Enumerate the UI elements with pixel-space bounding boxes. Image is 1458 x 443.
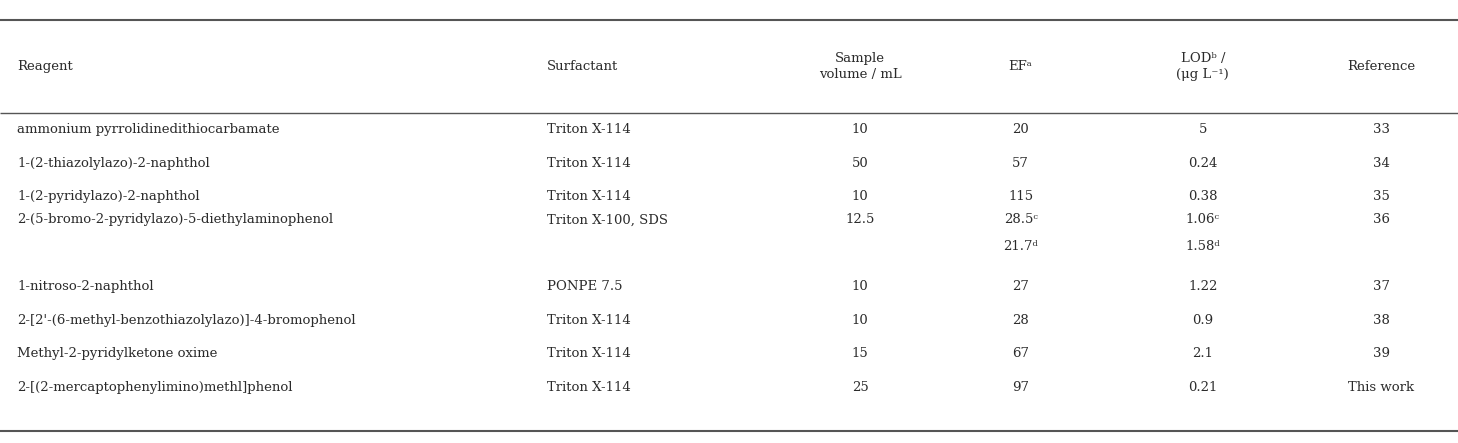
Text: 1.22: 1.22 xyxy=(1188,280,1217,293)
Text: 57: 57 xyxy=(1012,157,1029,170)
Text: Triton X-114: Triton X-114 xyxy=(547,157,630,170)
Text: 97: 97 xyxy=(1012,381,1029,394)
Text: 0.21: 0.21 xyxy=(1188,381,1217,394)
Text: 1-nitroso-2-naphthol: 1-nitroso-2-naphthol xyxy=(17,280,155,293)
Text: 2.1: 2.1 xyxy=(1193,347,1213,360)
Text: PONPE 7.5: PONPE 7.5 xyxy=(547,280,623,293)
Text: 10: 10 xyxy=(851,123,869,136)
Text: 2-[2'-(6-methyl-benzothiazolylazo)]-4-bromophenol: 2-[2'-(6-methyl-benzothiazolylazo)]-4-br… xyxy=(17,314,356,327)
Text: 33: 33 xyxy=(1373,123,1389,136)
Text: Triton X-114: Triton X-114 xyxy=(547,314,630,327)
Text: Triton X-114: Triton X-114 xyxy=(547,381,630,394)
Text: 10: 10 xyxy=(851,314,869,327)
Text: 34: 34 xyxy=(1373,157,1389,170)
Text: 0.38: 0.38 xyxy=(1188,190,1217,203)
Text: 35: 35 xyxy=(1373,190,1389,203)
Text: 1.58ᵈ: 1.58ᵈ xyxy=(1185,240,1220,253)
Text: 1-(2-pyridylazo)-2-naphthol: 1-(2-pyridylazo)-2-naphthol xyxy=(17,190,200,203)
Text: 10: 10 xyxy=(851,190,869,203)
Text: Triton X-114: Triton X-114 xyxy=(547,347,630,360)
Text: 27: 27 xyxy=(1012,280,1029,293)
Text: 10: 10 xyxy=(851,280,869,293)
Text: 21.7ᵈ: 21.7ᵈ xyxy=(1003,240,1038,253)
Text: Sample
volume / mL: Sample volume / mL xyxy=(819,52,901,81)
Text: 25: 25 xyxy=(851,381,869,394)
Text: 115: 115 xyxy=(1007,190,1034,203)
Text: Surfactant: Surfactant xyxy=(547,60,618,73)
Text: 0.9: 0.9 xyxy=(1193,314,1213,327)
Text: 1-(2-thiazolylazo)-2-naphthol: 1-(2-thiazolylazo)-2-naphthol xyxy=(17,157,210,170)
Text: Triton X-114: Triton X-114 xyxy=(547,123,630,136)
Text: 2-(5-bromo-2-pyridylazo)-5-diethylaminophenol: 2-(5-bromo-2-pyridylazo)-5-diethylaminop… xyxy=(17,214,334,226)
Text: EFᵃ: EFᵃ xyxy=(1009,60,1032,73)
Text: Reagent: Reagent xyxy=(17,60,73,73)
Text: 28.5ᶜ: 28.5ᶜ xyxy=(1003,214,1038,226)
Text: 0.24: 0.24 xyxy=(1188,157,1217,170)
Text: 12.5: 12.5 xyxy=(846,214,875,226)
Text: 15: 15 xyxy=(851,347,869,360)
Text: 67: 67 xyxy=(1012,347,1029,360)
Text: Triton X-114: Triton X-114 xyxy=(547,190,630,203)
Text: 36: 36 xyxy=(1373,214,1389,226)
Text: 38: 38 xyxy=(1373,314,1389,327)
Text: 50: 50 xyxy=(851,157,869,170)
Text: This work: This work xyxy=(1349,381,1414,394)
Text: 28: 28 xyxy=(1012,314,1029,327)
Text: 37: 37 xyxy=(1373,280,1389,293)
Text: 5: 5 xyxy=(1198,123,1207,136)
Text: Triton X-100, SDS: Triton X-100, SDS xyxy=(547,214,668,226)
Text: 1.06ᶜ: 1.06ᶜ xyxy=(1185,214,1220,226)
Text: 20: 20 xyxy=(1012,123,1029,136)
Text: Reference: Reference xyxy=(1347,60,1416,73)
Text: Methyl-2-pyridylketone oxime: Methyl-2-pyridylketone oxime xyxy=(17,347,217,360)
Text: LODᵇ /
(μg L⁻¹): LODᵇ / (μg L⁻¹) xyxy=(1177,52,1229,81)
Text: ammonium pyrrolidinedithiocarbamate: ammonium pyrrolidinedithiocarbamate xyxy=(17,123,280,136)
Text: 39: 39 xyxy=(1373,347,1389,360)
Text: 2-[(2-mercaptophenylimino)methl]phenol: 2-[(2-mercaptophenylimino)methl]phenol xyxy=(17,381,293,394)
